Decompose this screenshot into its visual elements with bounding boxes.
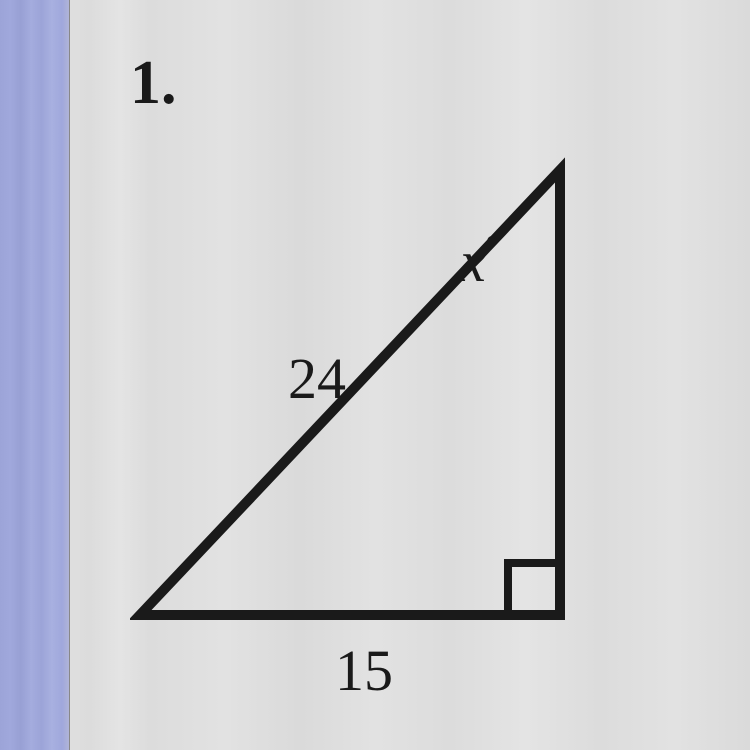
problem-number: 1. [130, 48, 177, 119]
binding-strip [0, 0, 70, 750]
triangle-svg [130, 145, 610, 685]
angle-label: x° [460, 228, 499, 295]
angle-variable: x [460, 229, 486, 294]
right-angle-marker [508, 563, 555, 610]
degree-symbol: ° [486, 229, 499, 264]
triangle-diagram: 24 15 x° [130, 145, 610, 685]
base-label: 15 [335, 637, 393, 704]
hypotenuse-label: 24 [288, 345, 346, 412]
